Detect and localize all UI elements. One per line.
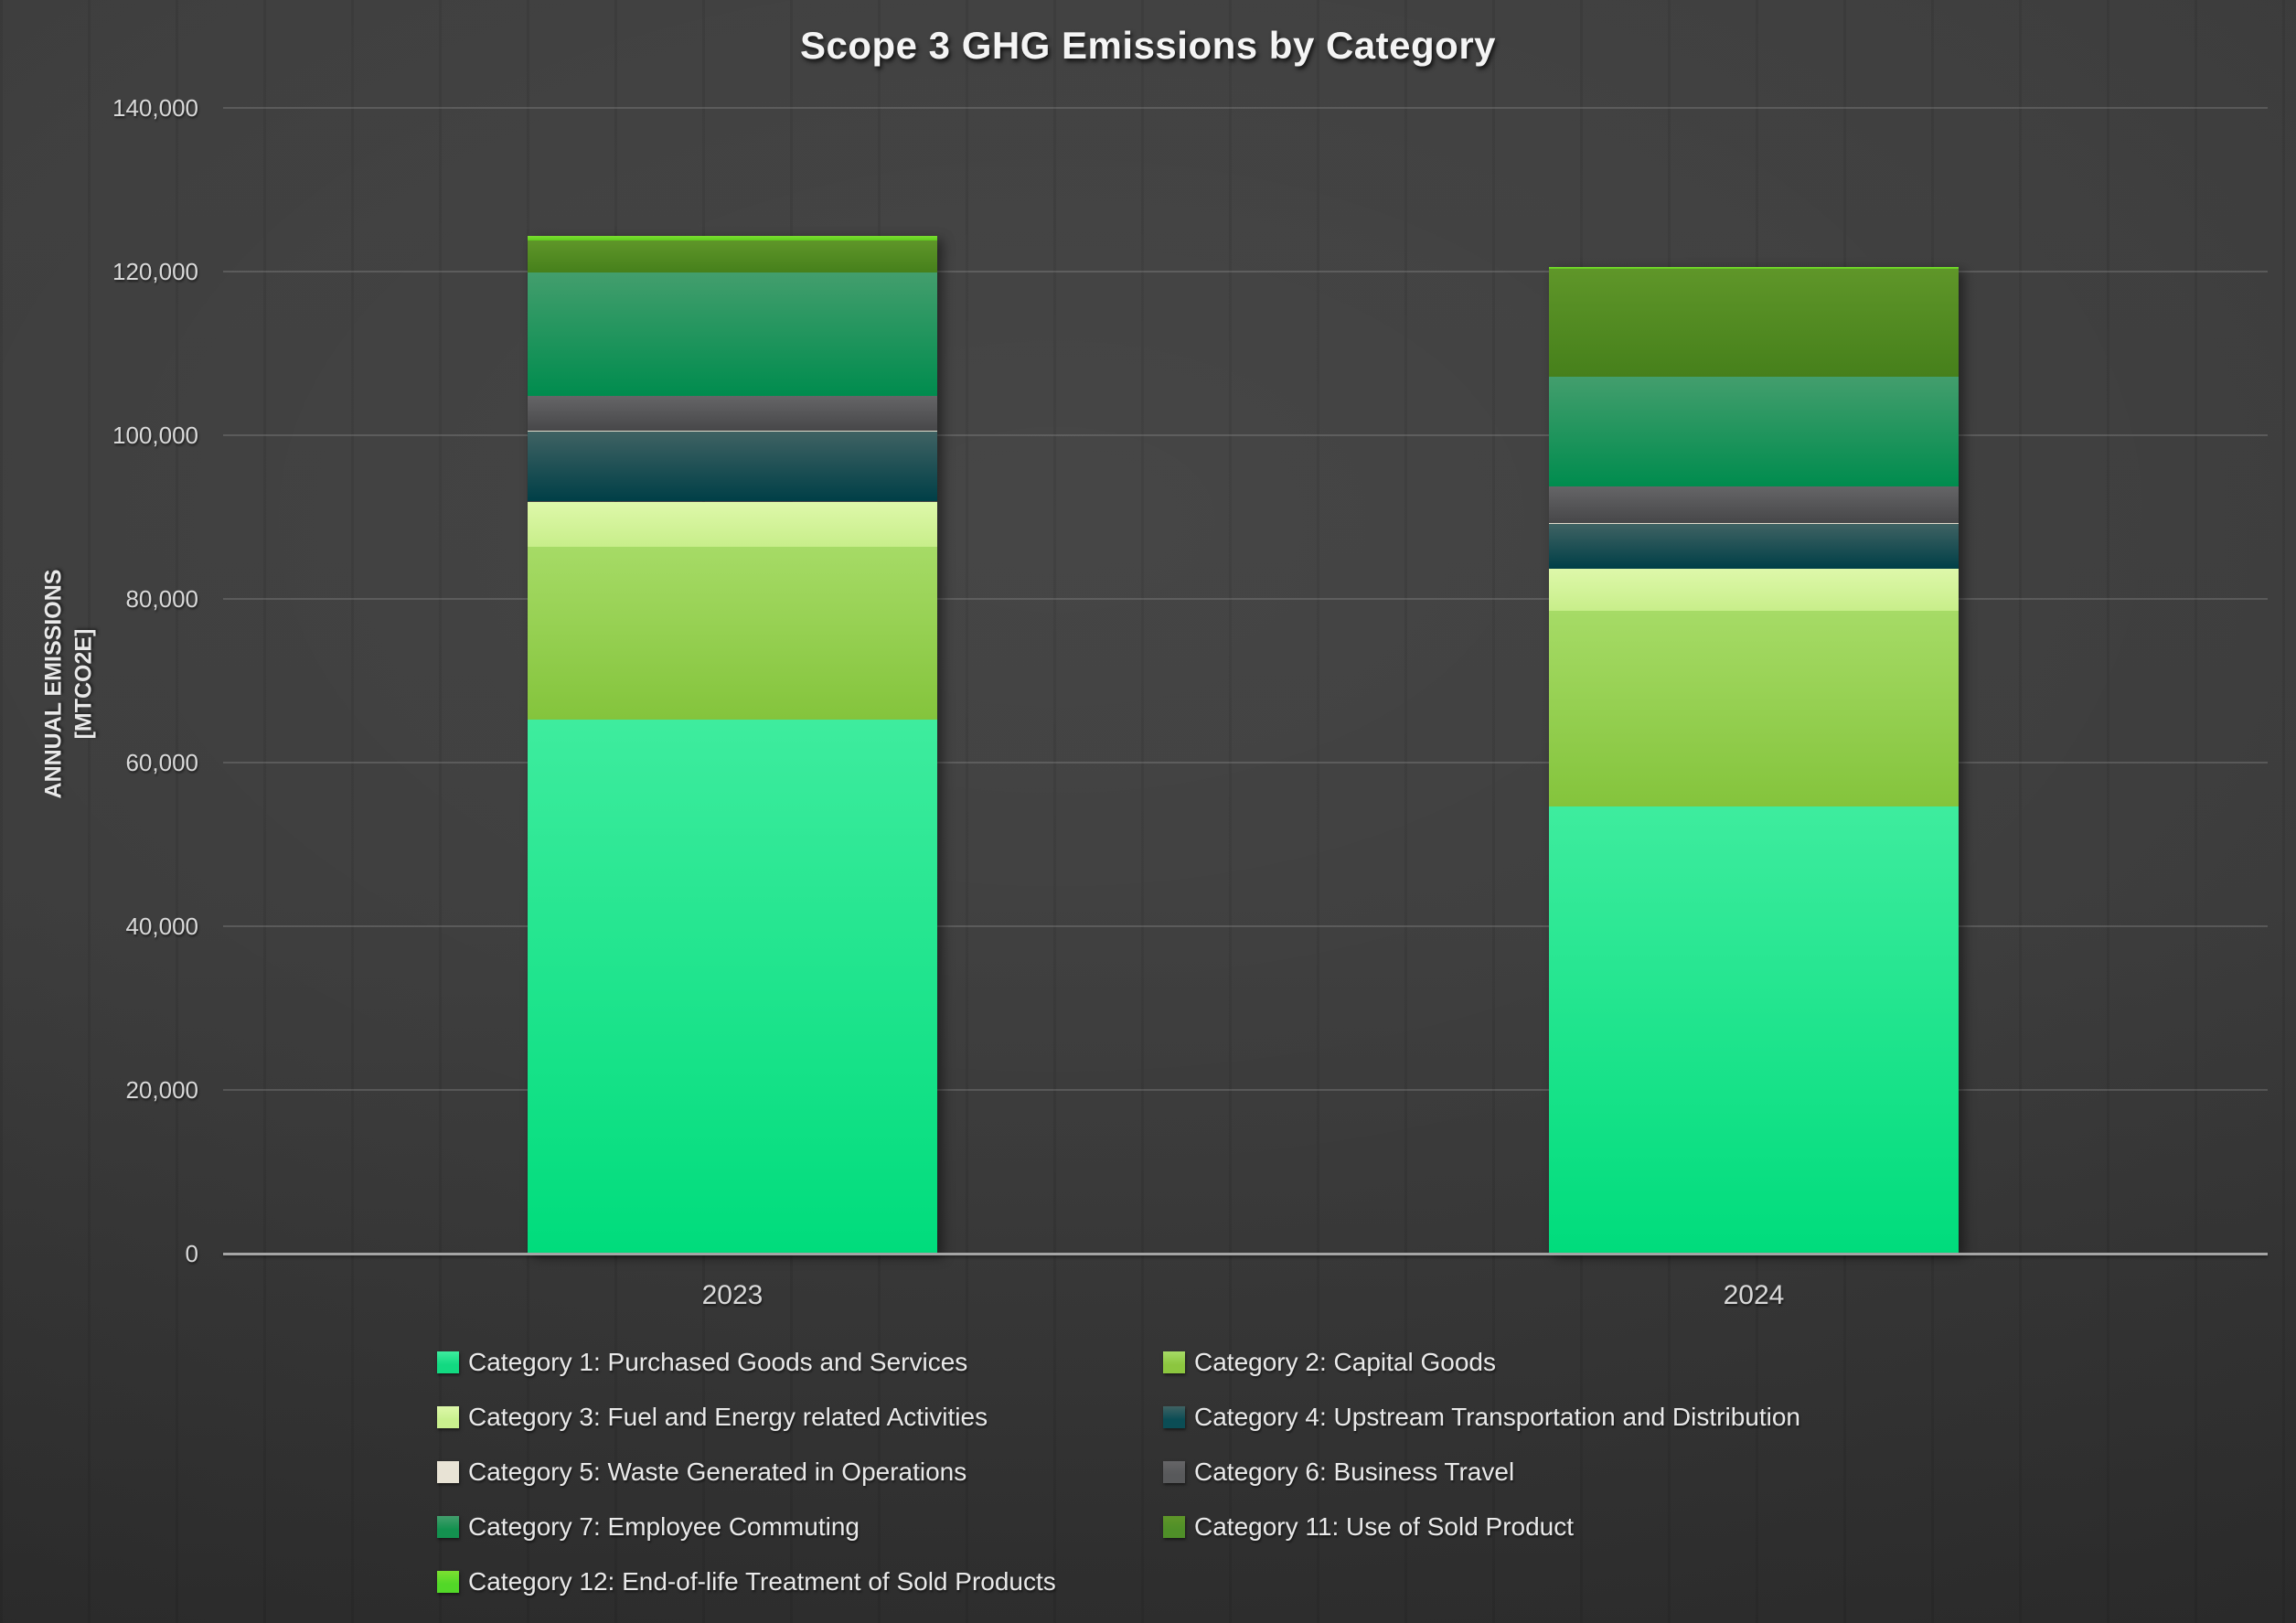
- bar-2023[interactable]: [528, 235, 937, 1254]
- legend-label: Category 4: Upstream Transportation and …: [1194, 1403, 1800, 1431]
- x-tick-label: 2023: [701, 1280, 764, 1310]
- bar-2023-segment-3[interactable]: [528, 501, 937, 547]
- legend-swatch: [1163, 1406, 1185, 1428]
- bar-2023-segment-9[interactable]: [528, 235, 937, 240]
- bar-2023-segment-6[interactable]: [528, 396, 937, 431]
- legend-item[interactable]: Category 3: Fuel and Energy related Acti…: [437, 1403, 1163, 1432]
- legend-swatch: [437, 1516, 459, 1538]
- y-tick-label: 0: [185, 1240, 198, 1267]
- bar-2024-segment-2[interactable]: [1549, 610, 1959, 807]
- bar-2023-segment-1[interactable]: [528, 720, 937, 1254]
- y-tick-label: 60,000: [125, 749, 198, 776]
- legend-label: Category 5: Waste Generated in Operation…: [468, 1457, 967, 1486]
- legend-label: Category 12: End-of-life Treatment of So…: [468, 1567, 1056, 1596]
- legend-label: Category 1: Purchased Goods and Services: [468, 1348, 968, 1376]
- legend-swatch: [437, 1571, 459, 1593]
- gridline: [223, 271, 2268, 272]
- legend-swatch: [437, 1406, 459, 1428]
- legend-item[interactable]: Category 2: Capital Goods: [1163, 1348, 1800, 1377]
- legend-item[interactable]: Category 11: Use of Sold Product: [1163, 1512, 1800, 1542]
- legend: Category 1: Purchased Goods and Services…: [437, 1335, 1800, 1609]
- y-tick-label: 100,000: [112, 422, 198, 449]
- y-tick-label: 140,000: [112, 94, 198, 122]
- bar-2024[interactable]: [1549, 266, 1959, 1254]
- legend-label: Category 2: Capital Goods: [1194, 1348, 1496, 1376]
- gridline: [223, 598, 2268, 600]
- legend-swatch: [1163, 1516, 1185, 1538]
- bar-2024-segment-3[interactable]: [1549, 568, 1959, 611]
- bar-2023-segment-4[interactable]: [528, 431, 937, 502]
- legend-swatch: [437, 1461, 459, 1483]
- y-tick-label: 40,000: [125, 913, 198, 940]
- gridline: [223, 762, 2268, 763]
- bar-2024-segment-5[interactable]: [1549, 522, 1959, 524]
- bar-2023-segment-2[interactable]: [528, 546, 937, 721]
- gridline: [223, 1089, 2268, 1091]
- legend-swatch: [1163, 1351, 1185, 1373]
- gridline: [223, 434, 2268, 436]
- legend-label: Category 7: Employee Commuting: [468, 1512, 860, 1541]
- legend-item[interactable]: Category 5: Waste Generated in Operation…: [437, 1457, 1163, 1487]
- legend-label: Category 3: Fuel and Energy related Acti…: [468, 1403, 988, 1431]
- y-tick-label: 20,000: [125, 1076, 198, 1104]
- chart-title: Scope 3 GHG Emissions by Category: [799, 24, 1497, 67]
- legend-item[interactable]: Category 4: Upstream Transportation and …: [1163, 1403, 1800, 1432]
- bar-2024-segment-9[interactable]: [1549, 266, 1959, 270]
- x-tick-label: 2024: [1723, 1280, 1785, 1310]
- bar-2023-segment-8[interactable]: [528, 240, 937, 272]
- x-axis-line: [223, 1253, 2268, 1255]
- y-tick-label: 120,000: [112, 258, 198, 285]
- legend-item[interactable]: Category 1: Purchased Goods and Services: [437, 1348, 1163, 1377]
- legend-label: Category 6: Business Travel: [1194, 1457, 1515, 1486]
- legend-label: Category 11: Use of Sold Product: [1194, 1512, 1575, 1541]
- legend-swatch: [1163, 1461, 1185, 1483]
- bar-2024-segment-6[interactable]: [1549, 486, 1959, 523]
- bar-2024-segment-7[interactable]: [1549, 376, 1959, 487]
- bar-2023-segment-5[interactable]: [528, 430, 937, 432]
- bar-2024-segment-1[interactable]: [1549, 806, 1959, 1254]
- gridline: [223, 107, 2268, 109]
- legend-item[interactable]: Category 12: End-of-life Treatment of So…: [437, 1567, 1163, 1596]
- bar-2023-segment-7[interactable]: [528, 272, 937, 397]
- legend-item[interactable]: Category 6: Business Travel: [1163, 1457, 1800, 1487]
- legend-item[interactable]: Category 7: Employee Commuting: [437, 1512, 1163, 1542]
- bar-2024-segment-8[interactable]: [1549, 269, 1959, 377]
- bar-2024-segment-4[interactable]: [1549, 523, 1959, 569]
- gridline: [223, 925, 2268, 927]
- legend-swatch: [437, 1351, 459, 1373]
- y-tick-label: 80,000: [125, 585, 198, 613]
